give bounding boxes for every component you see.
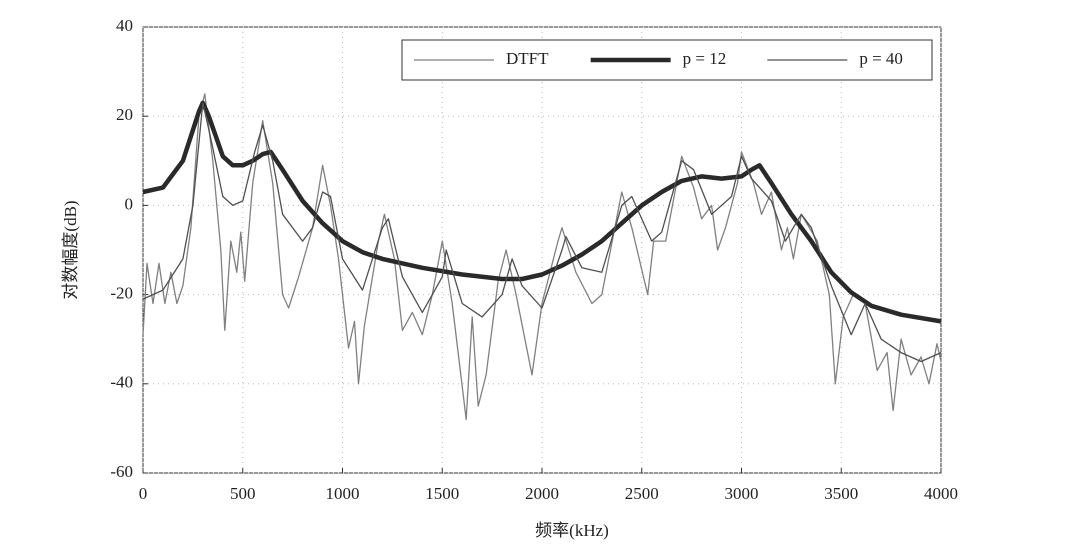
x-tick-label: 2000 <box>525 484 559 503</box>
y-tick-label: -40 <box>110 373 133 392</box>
plot-frame <box>142 26 942 474</box>
y-tick-label: -20 <box>110 284 133 303</box>
x-tick-label: 1000 <box>326 484 360 503</box>
x-tick-label: 1500 <box>425 484 459 503</box>
y-axis-label: 对数幅度(dB) <box>61 200 80 299</box>
x-tick-label: 2500 <box>625 484 659 503</box>
series-line <box>142 100 942 324</box>
x-tick-label: 4000 <box>924 484 958 503</box>
legend-label: p = 12 <box>683 49 727 68</box>
series-line <box>142 102 942 363</box>
x-tick-label: 0 <box>139 484 148 503</box>
x-tick-label: 3000 <box>725 484 759 503</box>
legend-label: p = 40 <box>859 49 903 68</box>
x-tick-label: 3500 <box>824 484 858 503</box>
y-tick-label: 20 <box>116 105 133 124</box>
x-tick-label: 500 <box>230 484 256 503</box>
x-axis-label: 频率(kHz) <box>535 521 609 540</box>
y-tick-label: 40 <box>116 16 133 35</box>
y-tick-label: -60 <box>110 462 133 481</box>
y-tick-label: 0 <box>125 194 134 213</box>
legend-label: DTFT <box>506 49 549 68</box>
